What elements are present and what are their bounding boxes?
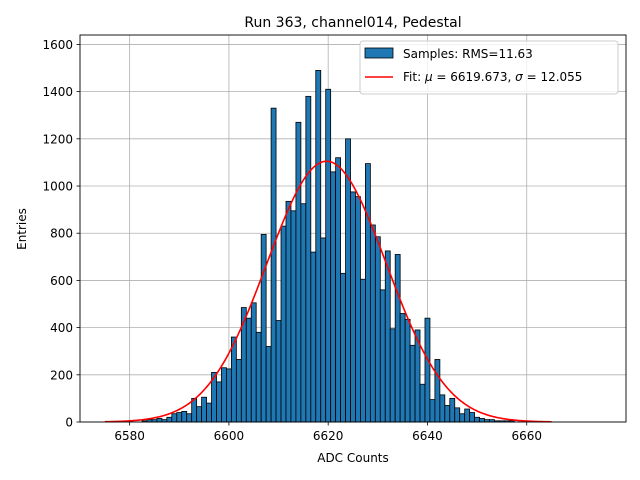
legend-fit-label: Fit: μ = 6619.673, σ = 12.055 [403, 70, 582, 84]
legend-fit-mu-value: = 6619.673, [433, 70, 516, 84]
x-axis-ticks: 6580 6600 6620 6640 6660 [114, 422, 542, 443]
histogram-bar [166, 416, 173, 423]
x-tick-label: 6580 [114, 429, 145, 443]
histogram-bar [206, 402, 212, 423]
y-tick-label: 800 [50, 227, 73, 241]
y-tick-label: 600 [50, 274, 73, 288]
histogram-bar [439, 394, 446, 423]
histogram-bar [201, 396, 207, 423]
histogram-bar [365, 163, 371, 423]
histogram-bar [300, 203, 307, 423]
legend-samples-swatch [364, 47, 394, 59]
histogram-bar [330, 171, 337, 423]
histogram-bar [340, 272, 346, 423]
histogram-bars [141, 69, 515, 423]
y-tick-label: 1600 [42, 38, 73, 52]
histogram-bar [270, 107, 277, 423]
x-tick-label: 6660 [511, 429, 542, 443]
y-axis-ticks: 0 200 400 600 800 1000 1200 1400 1600 [42, 38, 80, 430]
histogram-bar [181, 410, 188, 423]
fit-curve [104, 160, 552, 423]
histogram-bar [196, 406, 203, 423]
histogram-bar [245, 317, 252, 423]
histogram-bar [255, 331, 262, 423]
histogram-bar [235, 359, 242, 423]
histogram-bar [389, 328, 396, 423]
histogram-bar [444, 405, 451, 423]
histogram-bar [360, 278, 366, 423]
x-tick-label: 6640 [412, 429, 443, 443]
histogram-bar [216, 381, 222, 423]
histogram-bar [479, 418, 485, 423]
histogram-bar [325, 88, 332, 423]
histogram-bar [464, 408, 471, 423]
histogram-bar [399, 313, 406, 423]
histogram-bar [295, 121, 302, 423]
histogram-bar [250, 302, 257, 423]
histogram-bar [355, 196, 361, 423]
histogram-bar [176, 412, 183, 423]
x-axis-label: ADC Counts [317, 451, 389, 465]
legend-fit-sigma-symbol: σ [515, 70, 523, 84]
histogram-bar [171, 413, 178, 423]
legend: Samples: RMS=11.63 Fit: μ = 6619.673, σ … [359, 40, 619, 95]
histogram-bar [156, 418, 163, 423]
y-tick-label: 0 [65, 416, 73, 430]
histogram-bar [191, 398, 198, 423]
histogram-bar [221, 367, 227, 423]
histogram-bar [469, 412, 476, 423]
histogram-bar [459, 413, 466, 423]
histogram-bar [310, 251, 317, 423]
histogram-bar [474, 416, 480, 423]
legend-fit-sigma-value: = 12.055 [523, 70, 583, 84]
histogram-bar [424, 317, 431, 423]
y-tick-label: 200 [50, 368, 73, 382]
y-axis-label: Entries [15, 208, 29, 250]
histogram-bar [280, 225, 287, 423]
y-tick-label: 1200 [42, 132, 73, 146]
histogram-bar [350, 191, 356, 423]
y-tick-label: 400 [50, 321, 73, 335]
histogram-bar [320, 237, 327, 423]
histogram-bar [315, 69, 322, 423]
x-tick-label: 6600 [214, 429, 245, 443]
histogram-bar [265, 346, 272, 423]
y-tick-label: 1000 [42, 180, 73, 194]
histogram-bar [449, 398, 456, 423]
legend-fit-mu-symbol: μ [424, 70, 433, 84]
histogram-bar [394, 254, 401, 423]
histogram-bar [374, 236, 381, 423]
axes-frame [79, 34, 627, 423]
histogram-bar [230, 336, 237, 423]
histogram-bar [409, 344, 416, 423]
histogram-bar [369, 224, 376, 423]
legend-box [359, 40, 619, 95]
histogram-bar [285, 200, 292, 423]
histogram-bar [454, 407, 461, 423]
histogram-bar [290, 210, 297, 423]
histogram-bar [226, 368, 232, 423]
legend-fit-prefix: Fit: [403, 70, 425, 84]
histogram-bar [379, 289, 386, 423]
histogram-bar [260, 233, 267, 423]
histogram-bar [384, 250, 391, 423]
histogram-bar [419, 383, 426, 423]
histogram-bar [404, 318, 411, 423]
histogram-bar [275, 320, 282, 423]
histogram-bar [186, 413, 193, 423]
histogram-bar [429, 399, 436, 423]
histogram-bar [305, 95, 312, 423]
histogram-bar [335, 157, 341, 423]
histogram-bar [434, 359, 441, 423]
y-tick-label: 1400 [42, 85, 73, 99]
x-tick-label: 6620 [313, 429, 344, 443]
chart-title: Run 363, channel014, Pedestal [244, 15, 461, 31]
legend-samples-label: Samples: RMS=11.63 [403, 47, 533, 61]
